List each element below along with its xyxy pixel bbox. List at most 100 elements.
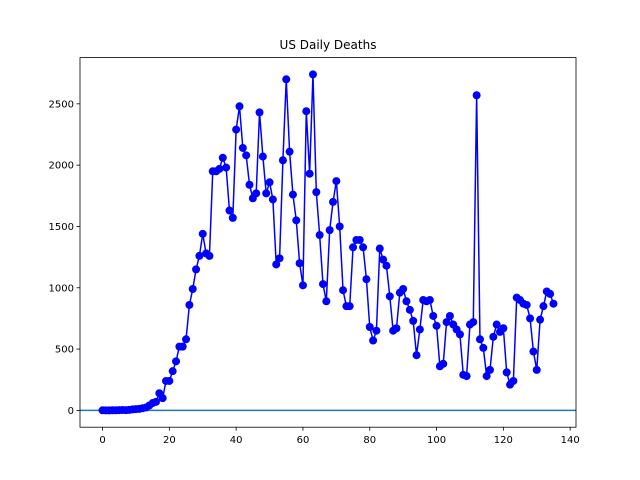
data-point	[539, 302, 548, 311]
data-point	[385, 292, 394, 301]
data-point	[195, 251, 204, 260]
data-point	[412, 351, 421, 360]
data-point	[475, 335, 484, 344]
data-point	[529, 347, 538, 356]
data-point	[158, 394, 167, 403]
data-point	[258, 152, 267, 161]
data-point	[268, 195, 277, 204]
data-point	[432, 321, 441, 330]
data-point	[405, 305, 414, 314]
x-tick-label: 20	[163, 435, 176, 446]
data-point	[355, 235, 364, 244]
data-point	[178, 342, 187, 351]
data-point	[292, 216, 301, 225]
data-point	[238, 143, 247, 152]
data-point	[392, 324, 401, 333]
data-point	[318, 280, 327, 289]
data-point	[235, 102, 244, 111]
data-point	[409, 316, 418, 325]
data-point	[399, 284, 408, 293]
data-point	[315, 231, 324, 240]
data-point	[462, 372, 471, 381]
data-point	[379, 255, 388, 264]
data-point	[372, 326, 381, 335]
data-point	[308, 70, 317, 79]
y-tick-label: 500	[55, 345, 74, 356]
data-point	[252, 189, 261, 198]
plot-frame	[79, 57, 577, 428]
data-point	[546, 289, 555, 298]
data-point	[375, 244, 384, 253]
data-point	[242, 151, 251, 160]
data-point	[302, 107, 311, 116]
data-point	[265, 178, 274, 187]
data-point	[198, 229, 207, 238]
data-point	[262, 189, 271, 198]
data-point	[172, 357, 181, 366]
data-point	[442, 318, 451, 327]
data-point	[182, 335, 191, 344]
data-point	[522, 300, 531, 309]
data-point	[325, 226, 334, 235]
data-point	[502, 368, 511, 377]
data-point	[312, 188, 321, 197]
data-point	[272, 260, 281, 269]
data-point	[335, 222, 344, 231]
y-tick-label: 0	[68, 406, 74, 417]
data-point	[282, 75, 291, 84]
data-point	[526, 314, 535, 323]
x-tick-label: 120	[494, 435, 513, 446]
x-tick-label: 100	[427, 435, 446, 446]
data-point	[365, 323, 374, 332]
data-point	[218, 153, 227, 162]
data-point	[228, 213, 237, 222]
data-point	[345, 302, 354, 311]
x-tick-label: 0	[99, 435, 105, 446]
y-tick-label: 2000	[49, 161, 74, 172]
data-point	[369, 336, 378, 345]
data-point	[425, 296, 434, 305]
chart-title: US Daily Deaths	[280, 38, 377, 52]
data-line	[102, 74, 555, 412]
data-point	[359, 243, 368, 252]
data-point	[332, 177, 341, 186]
data-point	[205, 251, 214, 260]
data-point	[362, 275, 371, 284]
data-point	[275, 254, 284, 263]
x-tick-label: 80	[363, 435, 376, 446]
data-point	[349, 243, 358, 252]
data-point	[185, 300, 194, 309]
data-point	[255, 108, 264, 117]
x-tick-label: 60	[297, 435, 310, 446]
data-point	[215, 164, 224, 173]
data-point	[278, 156, 287, 165]
data-point	[439, 359, 448, 368]
data-point	[485, 365, 494, 374]
data-point	[295, 259, 304, 268]
data-point	[482, 372, 491, 381]
data-point	[415, 325, 424, 334]
data-point	[151, 397, 160, 406]
data-point	[339, 286, 348, 295]
data-point	[402, 297, 411, 306]
data-point	[536, 315, 545, 324]
x-tick-label: 40	[230, 435, 243, 446]
data-point	[509, 376, 518, 385]
data-point	[165, 376, 174, 385]
data-point	[479, 343, 488, 352]
data-point	[245, 180, 254, 189]
data-point	[188, 284, 197, 293]
y-tick-label: 2500	[49, 99, 74, 110]
data-point	[472, 91, 481, 100]
data-point	[445, 311, 454, 320]
data-point	[429, 311, 438, 320]
data-point	[499, 324, 508, 333]
data-point	[329, 197, 338, 206]
data-point	[532, 365, 541, 374]
data-point	[382, 261, 391, 270]
data-point	[549, 299, 558, 308]
data-point	[455, 330, 464, 339]
data-point	[222, 163, 231, 172]
y-tick-label: 1500	[49, 222, 74, 233]
